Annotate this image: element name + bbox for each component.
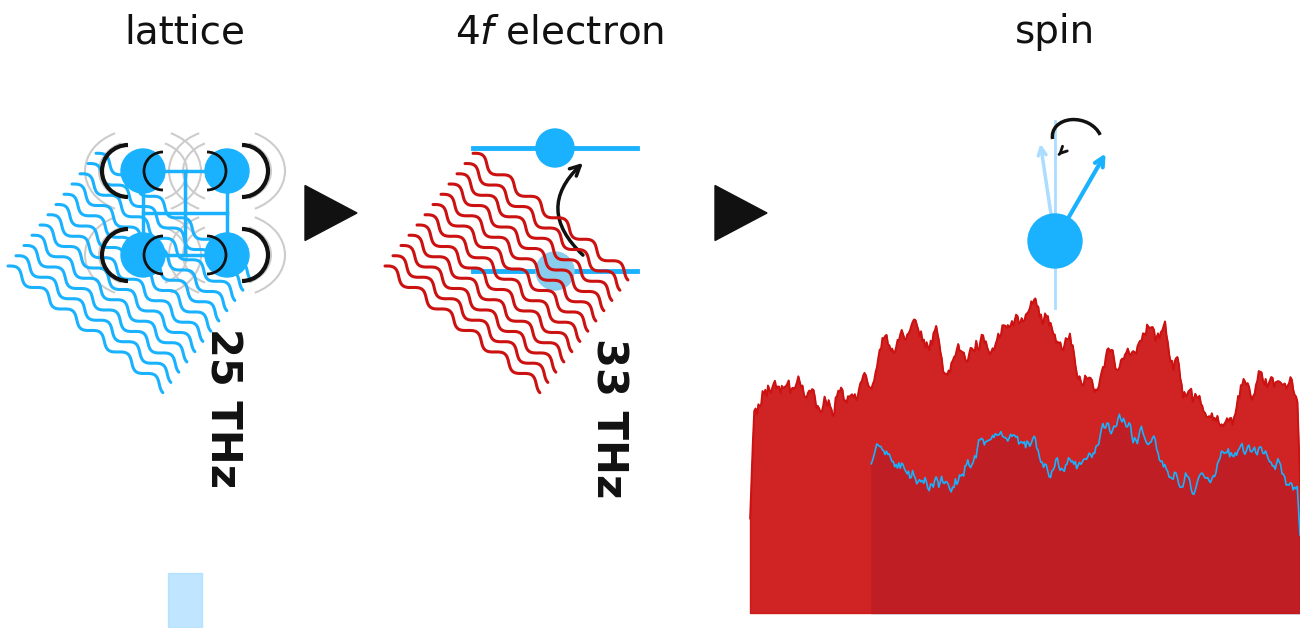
- Text: 33 THz: 33 THz: [588, 338, 629, 498]
- Circle shape: [121, 149, 165, 193]
- Circle shape: [1028, 214, 1082, 268]
- Bar: [168, 573, 202, 628]
- Polygon shape: [306, 185, 358, 241]
- Circle shape: [536, 252, 575, 290]
- Text: 25 THz: 25 THz: [202, 328, 243, 488]
- Text: lattice: lattice: [125, 13, 246, 51]
- Text: spin: spin: [1015, 13, 1095, 51]
- Circle shape: [121, 233, 165, 277]
- Text: $\mathit{4f}$ electron: $\mathit{4f}$ electron: [455, 13, 664, 51]
- Circle shape: [205, 149, 250, 193]
- Polygon shape: [715, 185, 767, 241]
- Circle shape: [205, 233, 250, 277]
- Circle shape: [536, 129, 575, 167]
